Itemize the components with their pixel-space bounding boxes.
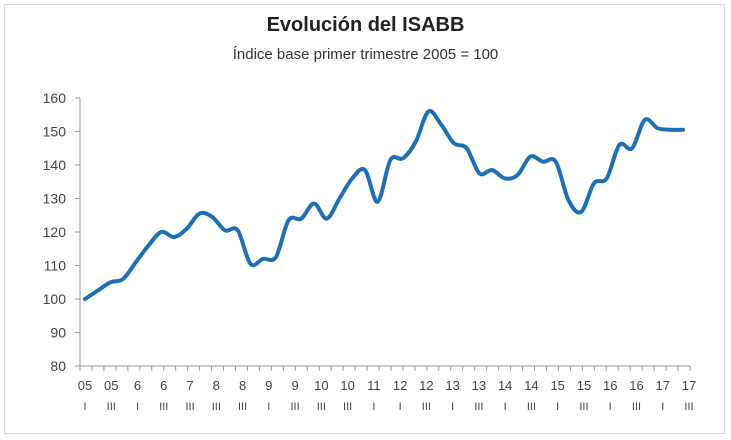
x-tick-label-quarter: I [661,401,664,413]
x-tick-label-year: 16 [603,378,617,393]
x-tick-label-quarter: I [556,401,559,413]
chart-frame [4,4,725,434]
x-tick-label-year: 05 [104,378,118,393]
x-tick-label-year: 8 [213,378,220,393]
x-tick-label-year: 16 [629,378,643,393]
x-tick-label-year: 05 [78,378,92,393]
y-tick-label: 120 [43,224,67,240]
x-tick-label-year: 14 [524,378,538,393]
x-tick-label-quarter: I [504,401,507,413]
x-tick-label-quarter: I [372,401,375,413]
x-tick-label-year: 13 [472,378,486,393]
x-tick-label-year: 9 [291,378,298,393]
y-tick-label: 80 [50,358,66,374]
x-tick-label-quarter: III [422,401,431,413]
y-tick-label: 150 [43,124,67,140]
y-tick-label: 160 [43,90,67,106]
isabb-series-line [83,109,685,301]
x-tick-label-quarter: III [185,401,194,413]
y-tick-label: 130 [43,191,67,207]
y-tick-label: 140 [43,157,67,173]
x-tick-label-quarter: III [632,401,641,413]
x-tick-label-quarter: III [107,401,116,413]
x-tick-label-year: 9 [265,378,272,393]
x-tick-label-quarter: III [343,401,352,413]
x-tick-label-year: 8 [239,378,246,393]
x-tick-label-year: 10 [314,378,328,393]
x-tick-label-year: 7 [186,378,193,393]
x-tick-label-quarter: III [159,401,168,413]
x-tick-label-quarter: I [399,401,402,413]
x-tick-label-quarter: III [474,401,483,413]
y-tick-label: 90 [50,325,66,341]
y-tick-label: 110 [44,258,67,274]
x-tick-label-quarter: I [609,401,612,413]
x-tick-label-year: 6 [160,378,167,393]
x-tick-label-quarter: III [317,401,326,413]
chart-subtitle: Índice base primer trimestre 2005 = 100 [232,46,499,63]
x-tick-label-year: 17 [682,378,696,393]
x-tick-label-quarter: III [291,401,300,413]
x-tick-label-quarter: I [83,401,86,413]
x-tick-label-year: 12 [393,378,407,393]
x-tick-label-year: 12 [419,378,433,393]
x-tick-label-year: 17 [656,378,670,393]
x-tick-label-year: 14 [498,378,512,393]
x-tick-label-quarter: I [267,401,270,413]
x-tick-label-quarter: III [579,401,588,413]
x-tick-label-year: 6 [134,378,141,393]
y-tick-label: 100 [43,291,67,307]
x-tick-label-year: 13 [445,378,459,393]
chart-title: Evolución del ISABB [266,14,465,36]
x-tick-label-quarter: I [451,401,454,413]
x-tick-label-quarter: III [238,401,247,413]
x-tick-label-quarter: III [527,401,536,413]
x-tick-label-year: 15 [577,378,591,393]
x-tick-label-year: 10 [340,378,354,393]
x-tick-label-year: 11 [367,378,381,393]
x-tick-label-quarter: III [212,401,221,413]
x-tick-label-quarter: I [136,401,139,413]
x-tick-label-quarter: III [684,401,693,413]
x-tick-label-year: 15 [550,378,564,393]
